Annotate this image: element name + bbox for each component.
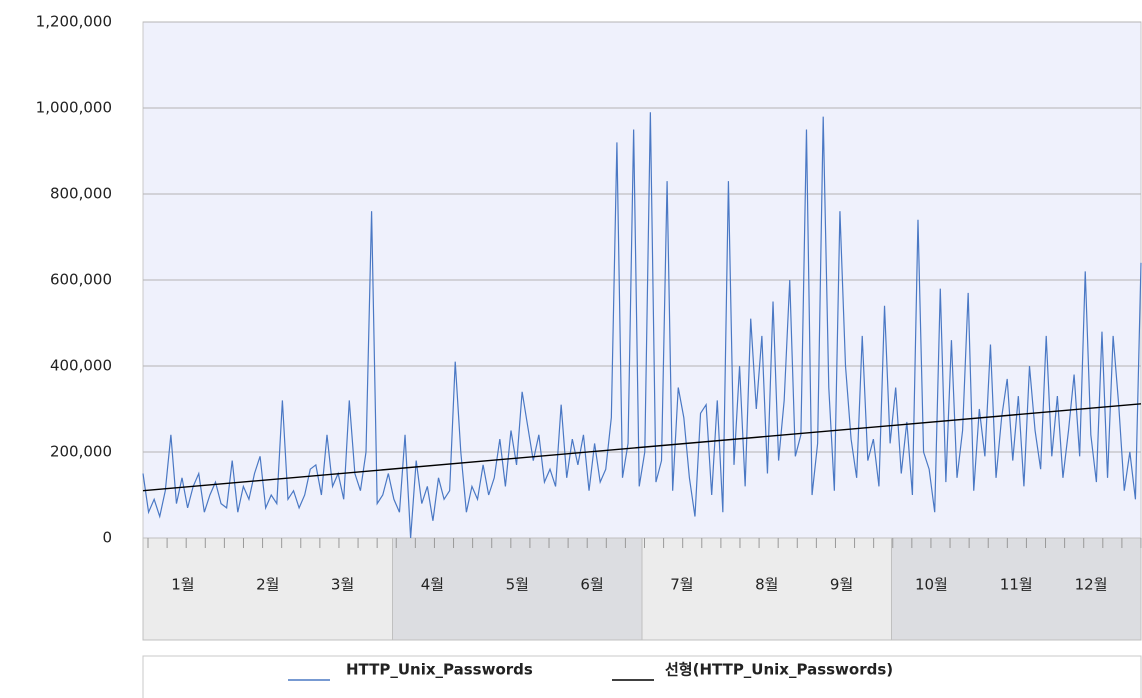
y-tick-label: 600,000 [50, 271, 112, 289]
x-tick-label: 9월 [830, 576, 853, 594]
quarter-band [641, 537, 892, 641]
x-tick-label: 2월 [256, 576, 279, 594]
y-tick-label: 200,000 [50, 443, 112, 461]
y-tick-label: 1,000,000 [36, 99, 112, 117]
legend-label: HTTP_Unix_Passwords [346, 661, 533, 679]
series-line [142, 112, 1142, 539]
x-tick-label: 4월 [421, 576, 444, 594]
x-tick-label: 1월 [171, 576, 194, 594]
y-tick-label: 400,000 [50, 357, 112, 375]
quarter-band [392, 537, 643, 641]
quarter-band [142, 537, 393, 641]
x-tick-label: 6월 [580, 576, 603, 594]
x-tick-label: 3월 [331, 576, 354, 594]
y-tick-label: 1,200,000 [36, 13, 112, 31]
x-tick-label: 11월 [1000, 576, 1033, 594]
series-line [142, 403, 1142, 492]
x-tick-label: 10월 [915, 576, 948, 594]
legend-box [142, 655, 1142, 698]
x-tick-label: 5월 [506, 576, 529, 594]
x-tick-label: 8월 [755, 576, 778, 594]
quarter-band [891, 537, 1142, 641]
legend-label: 선형(HTTP_Unix_Passwords) [665, 661, 893, 679]
y-tick-label: 0 [102, 529, 112, 547]
y-tick-label: 800,000 [50, 185, 112, 203]
x-tick-label: 7월 [670, 576, 693, 594]
x-tick-label: 12월 [1075, 576, 1108, 594]
